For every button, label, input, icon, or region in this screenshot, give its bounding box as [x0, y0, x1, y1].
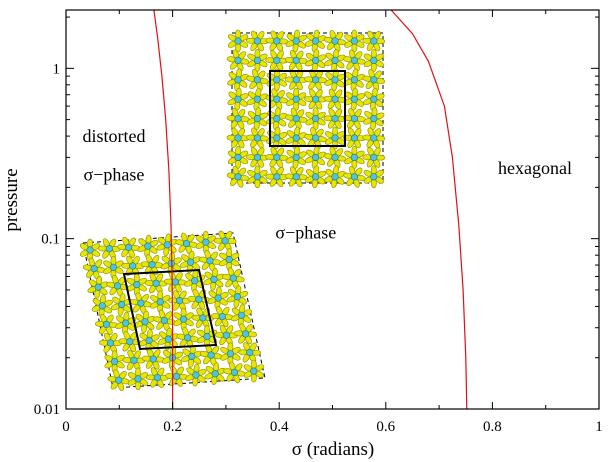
lattice-molecule: [126, 367, 150, 391]
lattice-molecule: [362, 165, 386, 189]
y-tick-label: 0.01: [34, 402, 60, 418]
sigma-phase-lattice-inset: [222, 25, 390, 193]
lattice-molecule: [219, 342, 242, 366]
axis-ticks: 0 0.2 0.4 0.6 0.8 1 0.01 0.1 1: [34, 10, 603, 435]
y-tick-label: 1: [53, 61, 61, 77]
x-tick-label: 0.4: [270, 419, 289, 435]
x-tick-label: 0.6: [376, 419, 395, 435]
x-tick-label: 1: [595, 419, 603, 435]
y-tick-label: 0.1: [41, 232, 60, 248]
lattice-molecule: [125, 273, 149, 297]
region-labels: distorted σ−phase σ−phase hexagonal: [82, 126, 572, 243]
lattice-molecule: [173, 230, 200, 257]
lattice-molecule: [223, 84, 253, 114]
lattice-molecule: [209, 225, 241, 257]
lattice-molecule: [304, 107, 327, 130]
unit-cell: [269, 70, 346, 147]
lattice-molecule: [284, 87, 308, 111]
region-label: σ−phase: [84, 164, 145, 184]
x-tick-label: 0: [62, 419, 70, 435]
phase-boundary-line-2: [390, 9, 468, 410]
region-label: distorted: [82, 126, 145, 146]
x-tick-label: 0.8: [483, 419, 502, 435]
x-tick-label: 0.2: [163, 419, 182, 435]
lattice-molecule: [226, 145, 250, 169]
lattice-molecule: [196, 247, 224, 274]
lattice-molecule: [220, 265, 247, 292]
lattice-molecule: [362, 49, 386, 72]
distorted-sigma-phase-lattice-inset: [78, 225, 266, 394]
lattice-molecule: [194, 230, 218, 254]
lattice-molecule: [148, 290, 172, 314]
lattice-molecule: [261, 25, 293, 57]
supercell-outline: [231, 32, 384, 184]
lattice-molecule: [246, 165, 269, 189]
lattice-molecule: [80, 255, 108, 282]
phase-boundaries: [153, 9, 468, 410]
region-label: hexagonal: [498, 158, 572, 178]
y-axis-label: pressure: [1, 168, 22, 231]
lattice-molecule: [103, 350, 126, 374]
lattice-molecule: [151, 307, 178, 334]
lattice-molecule: [343, 145, 366, 169]
lattice-molecule: [172, 307, 195, 331]
lattice-molecule: [102, 255, 125, 279]
phase-boundary-line-1: [153, 9, 174, 409]
unit-cell: [122, 268, 218, 351]
lattice-molecule: [105, 367, 132, 394]
x-axis-label: σ (radians): [292, 439, 375, 460]
lattice-molecule: [226, 29, 250, 53]
lattice-molecule: [221, 359, 248, 386]
lattice-molecule: [246, 49, 269, 72]
region-label: σ−phase: [275, 223, 336, 243]
